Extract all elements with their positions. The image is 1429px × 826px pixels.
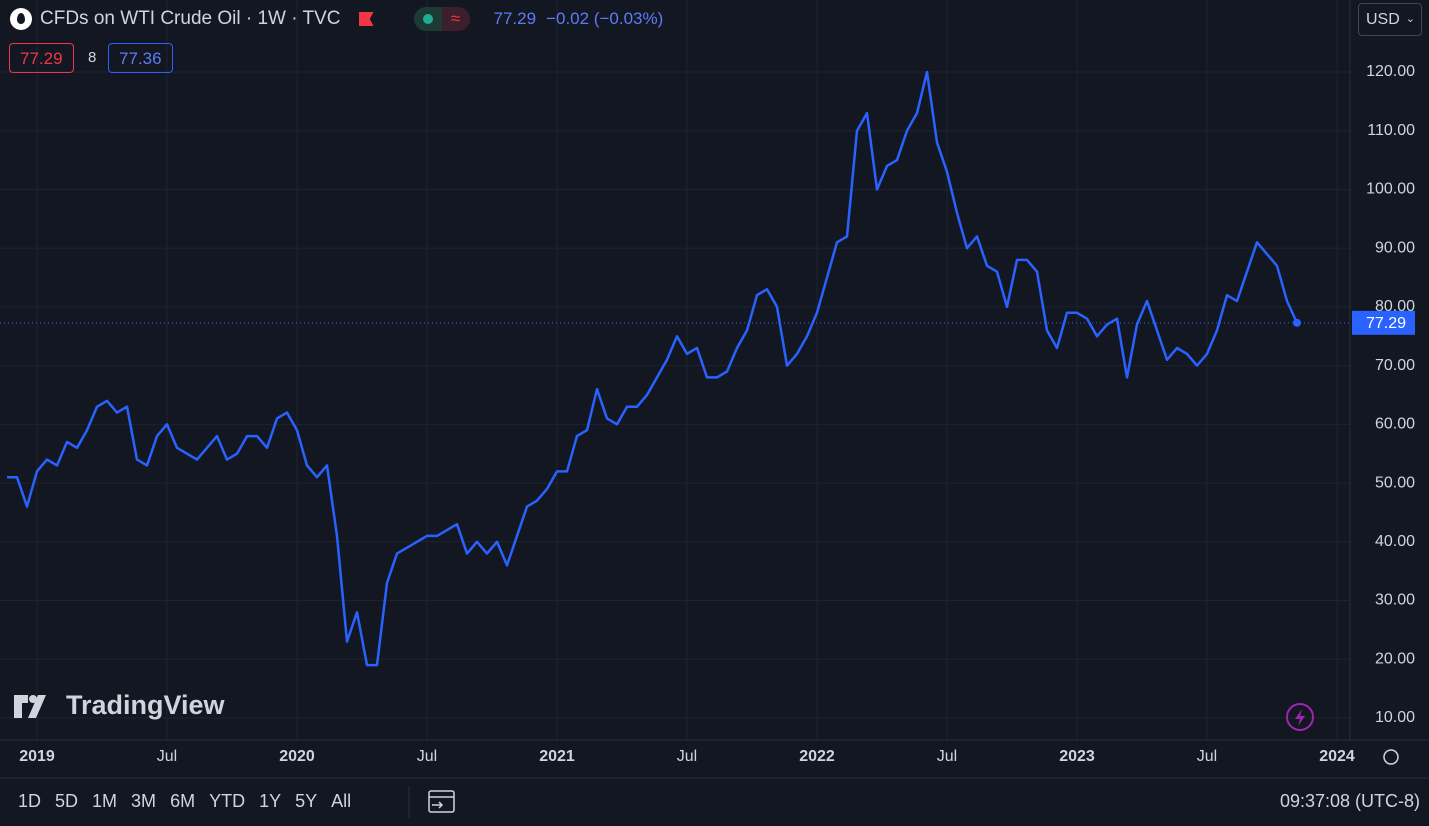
y-tick-label: 100.00: [1366, 181, 1415, 198]
x-tick-label: 2020: [279, 748, 315, 765]
x-tick-label: Jul: [417, 748, 437, 765]
last-price-tag: [1352, 310, 1415, 335]
x-tick-label: Jul: [157, 748, 177, 765]
lightning-icon[interactable]: [1286, 703, 1314, 731]
currency: USD: [1366, 11, 1400, 28]
range-button[interactable]: 6M: [170, 791, 196, 811]
range-button[interactable]: 1D: [18, 791, 42, 811]
status-pill[interactable]: ≈: [413, 7, 470, 31]
y-tick-label: 60.00: [1375, 416, 1415, 433]
range-button[interactable]: 1Y: [259, 791, 282, 811]
brand: TradingView: [66, 690, 226, 720]
x-tick-label: 2024: [1319, 748, 1355, 765]
x-tick-label: Jul: [937, 748, 957, 765]
y-tick-label: 20.00: [1375, 650, 1415, 667]
y-tick-label: 10.00: [1375, 709, 1415, 726]
range-buttons: 1D 5D 1M 3M 6M YTD 1Y 5Y All: [18, 791, 365, 812]
y-tick-label: 110.00: [1367, 122, 1415, 139]
last-point: [1293, 318, 1301, 327]
x-tick-label: 2023: [1059, 748, 1095, 765]
x-tick-label: 2022: [799, 748, 835, 765]
currency-select[interactable]: USD ⌄: [1358, 3, 1422, 36]
ask-price[interactable]: 77.36: [108, 43, 173, 73]
symbol-title: CFDs on WTI Crude Oil · 1W · TVC: [40, 8, 341, 29]
last-price: 77.29: [493, 9, 537, 28]
x-tick-label: 2019: [19, 748, 55, 765]
header: CFDs on WTI Crude Oil · 1W · TVC ≈ 77.29…: [10, 6, 663, 32]
y-tick-label: 30.00: [1375, 592, 1415, 609]
range-button[interactable]: 5D: [55, 791, 79, 811]
range-button[interactable]: YTD: [209, 791, 246, 811]
x-tick-label: Jul: [1197, 748, 1217, 765]
range-button[interactable]: 3M: [131, 791, 157, 811]
settings-icon[interactable]: [1383, 749, 1399, 765]
range-button[interactable]: 5Y: [295, 791, 318, 811]
y-tick-label: 50.00: [1375, 474, 1415, 491]
y-tick-label: 90.00: [1375, 239, 1415, 256]
symbol-icon: [10, 8, 32, 30]
last-price-label: 77.29: [1366, 315, 1406, 332]
lightning-glyph: [1295, 709, 1305, 726]
calendar-icon[interactable]: [428, 790, 455, 813]
spread: 8: [88, 49, 97, 66]
y-tick-label: 40.00: [1375, 533, 1415, 550]
range-button[interactable]: 1M: [92, 791, 118, 811]
range-button[interactable]: All: [331, 791, 352, 811]
bid-price[interactable]: 77.29: [9, 43, 74, 73]
y-tick-label: 120.00: [1366, 63, 1415, 80]
grid: [0, 0, 1350, 740]
clock: 09:37:08 (UTC-8): [1279, 791, 1420, 811]
price-line: [7, 70, 1299, 667]
tv-logo: [14, 695, 46, 718]
flag[interactable]: [358, 12, 374, 26]
x-tick-label: Jul: [677, 748, 697, 765]
x-tick-label: 2021: [539, 748, 575, 765]
y-tick-label: 70.00: [1375, 357, 1415, 374]
price-change: −0.02 (−0.03%): [546, 9, 664, 28]
